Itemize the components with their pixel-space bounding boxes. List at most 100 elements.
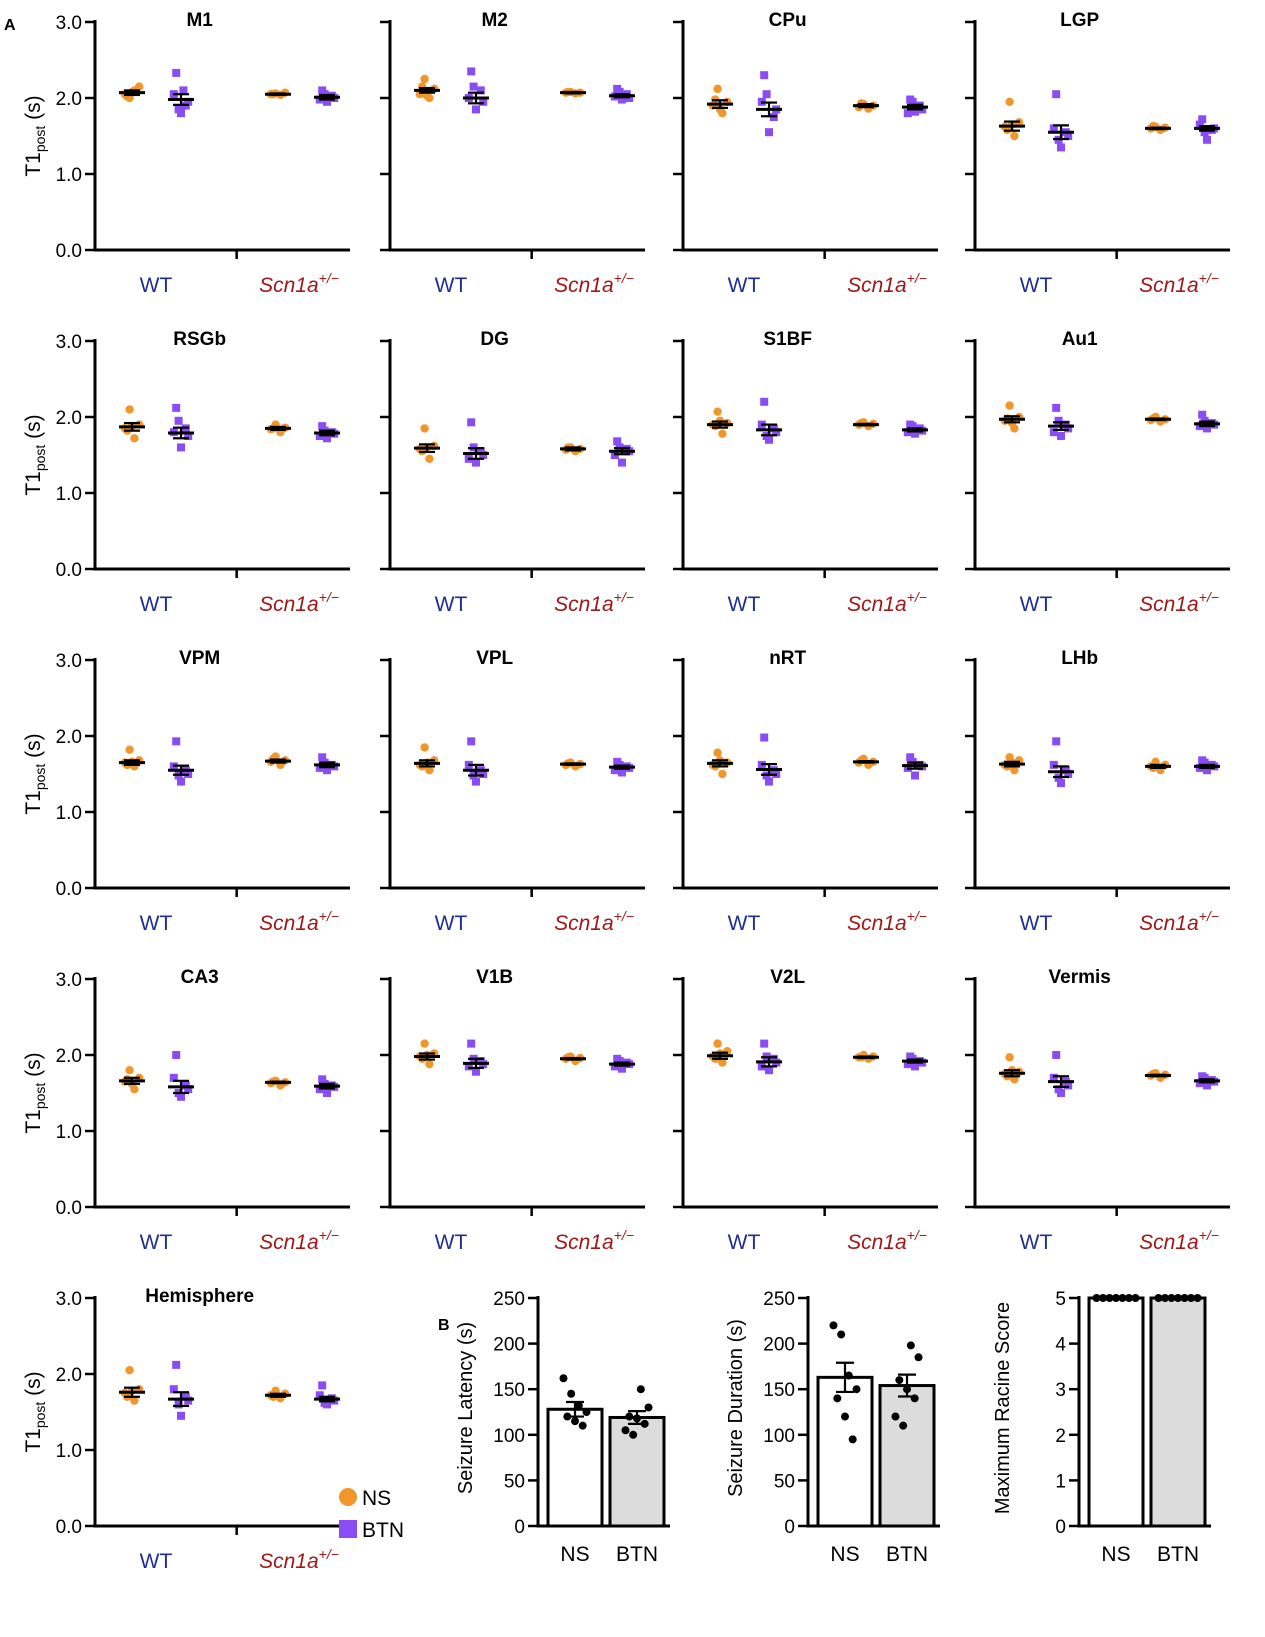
data-point-ns [1005, 1053, 1014, 1062]
data-point-btn [1049, 760, 1058, 769]
chart-title: RSGb [173, 329, 226, 350]
scatter-panel: V2L WT Scn1a+/− [673, 967, 938, 1254]
chart-title: DG [480, 329, 509, 350]
data-point [1154, 1294, 1163, 1302]
group-label-scn1a: Scn1a+/− [1139, 908, 1219, 935]
x-tick-label: BTN [616, 1543, 658, 1566]
data-point [1105, 1294, 1114, 1302]
group-label-wt: WT [435, 912, 468, 935]
group-label-scn1a: Scn1a+/− [259, 589, 339, 616]
y-tick-label: 200 [763, 1335, 795, 1356]
group-label-scn1a: Scn1a+/− [1139, 589, 1219, 616]
bar [546, 1407, 604, 1528]
chart-title: Hemisphere [145, 1286, 254, 1307]
y-axis-label: Maximum Racine Score [992, 1302, 1014, 1514]
bar [878, 1384, 936, 1528]
data-point-btn [172, 1051, 181, 1059]
data-point [899, 1421, 908, 1430]
group-label-wt: WT [435, 274, 468, 297]
chart-title: Au1 [1062, 329, 1098, 350]
data-point-ns [425, 454, 434, 463]
y-tick-label: 1.0 [56, 1441, 82, 1462]
data-point-btn [760, 397, 769, 406]
data-point-btn [760, 71, 769, 80]
y-axis-label: T1post (s) [22, 95, 48, 176]
data-point-btn [179, 86, 188, 95]
data-point-btn [464, 1062, 473, 1071]
data-point-btn [181, 1081, 190, 1090]
data-point-ns [425, 1059, 434, 1069]
data-point-btn [765, 777, 773, 786]
y-tick-label: 250 [763, 1289, 795, 1310]
group-label-wt: WT [728, 274, 761, 297]
data-point [1131, 1294, 1140, 1302]
y-tick-label: 1 [1055, 1471, 1066, 1492]
data-point-btn [1049, 124, 1058, 133]
data-point [1187, 1294, 1195, 1302]
y-tick-label: 0 [1055, 1517, 1066, 1538]
data-point-ns [718, 1058, 727, 1067]
data-point-btn [903, 1060, 912, 1069]
group-label-wt: WT [728, 593, 761, 616]
data-point-btn [472, 777, 480, 786]
data-point [895, 1376, 904, 1385]
y-tick-label: 2 [1055, 1426, 1066, 1447]
chart-title: V1B [476, 967, 513, 988]
group-label-wt: WT [1020, 274, 1053, 297]
group-label-scn1a: Scn1a+/− [259, 1227, 339, 1254]
data-point-btn [467, 737, 476, 746]
group-label-wt: WT [140, 274, 173, 297]
data-point-btn [177, 443, 185, 452]
data-point-btn [472, 105, 480, 114]
data-point [1099, 1294, 1107, 1302]
data-point-btn [1057, 779, 1065, 788]
data-point [841, 1412, 849, 1421]
data-point-btn [1052, 90, 1061, 99]
x-tick-label: NS [560, 1543, 589, 1566]
data-point [1161, 1294, 1169, 1302]
y-tick-label: 2.0 [56, 1046, 82, 1067]
group-label-wt: WT [140, 1550, 173, 1573]
data-point [1112, 1294, 1120, 1302]
data-point-ns [420, 424, 429, 433]
chart-title: CA3 [181, 967, 219, 988]
scatter-panel: Vermis WT Scn1a+/− [965, 967, 1230, 1254]
data-point-btn [610, 766, 619, 775]
group-label-wt: WT [728, 912, 761, 935]
group-label-wt: WT [140, 912, 173, 935]
bar [816, 1375, 874, 1528]
data-point-btn [177, 777, 185, 786]
data-point-ns [718, 429, 727, 438]
legend-ns-marker [339, 1488, 357, 1506]
y-axis-label: T1post (s) [22, 733, 48, 814]
data-point-btn [1200, 1073, 1209, 1082]
y-tick-label: 0 [784, 1517, 795, 1538]
data-point [1092, 1294, 1101, 1302]
data-point-btn [323, 1089, 331, 1097]
data-point [1118, 1294, 1127, 1302]
group-label-wt: WT [1020, 593, 1053, 616]
data-point-btn [765, 1066, 773, 1075]
data-point [559, 1374, 568, 1383]
y-tick-label: 0.0 [56, 1517, 82, 1538]
bar-panel: 0 50 100 150 200 250 Seizure Duration (s) NS BTN [725, 1289, 940, 1566]
data-point-btn [472, 1067, 480, 1076]
data-point [1167, 1294, 1176, 1302]
group-label-scn1a: Scn1a+/− [554, 908, 634, 935]
data-point [848, 1435, 857, 1444]
y-tick-label: 0.0 [56, 560, 82, 581]
data-point-btn [172, 737, 181, 746]
data-point-btn [169, 1073, 178, 1082]
y-tick-label: 200 [493, 1335, 525, 1356]
data-point-ns [713, 84, 722, 94]
data-point-btn [174, 1400, 183, 1409]
chart-title: VPL [476, 648, 513, 669]
data-point-btn [318, 422, 327, 431]
y-axis-label: T1post (s) [22, 414, 48, 495]
data-point-btn [1200, 758, 1209, 767]
y-tick-label: 0.0 [56, 1198, 82, 1219]
y-tick-label: 250 [493, 1289, 525, 1310]
data-point-btn [760, 1039, 769, 1048]
group-label-wt: WT [435, 593, 468, 616]
data-point [829, 1321, 838, 1330]
